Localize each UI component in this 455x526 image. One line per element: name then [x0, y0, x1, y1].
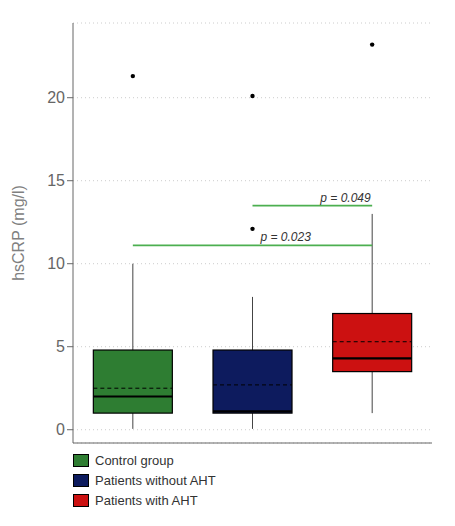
svg-text:p = 0.049: p = 0.049	[319, 191, 371, 205]
html-text:Patients with AHT: Patients with AHT	[95, 493, 198, 508]
svg-text:5: 5	[56, 338, 65, 355]
svg-text:20: 20	[47, 89, 65, 106]
svg-text:0: 0	[56, 421, 65, 438]
svg-text:hsCRP (mg/l): hsCRP (mg/l)	[10, 185, 27, 281]
svg-text:15: 15	[47, 172, 65, 189]
html-text:Control group: Control group	[95, 453, 174, 468]
html-text:Patients without AHT: Patients without AHT	[95, 473, 216, 488]
svg-text:p = 0.023: p = 0.023	[260, 230, 312, 244]
svg-text:10: 10	[47, 255, 65, 272]
